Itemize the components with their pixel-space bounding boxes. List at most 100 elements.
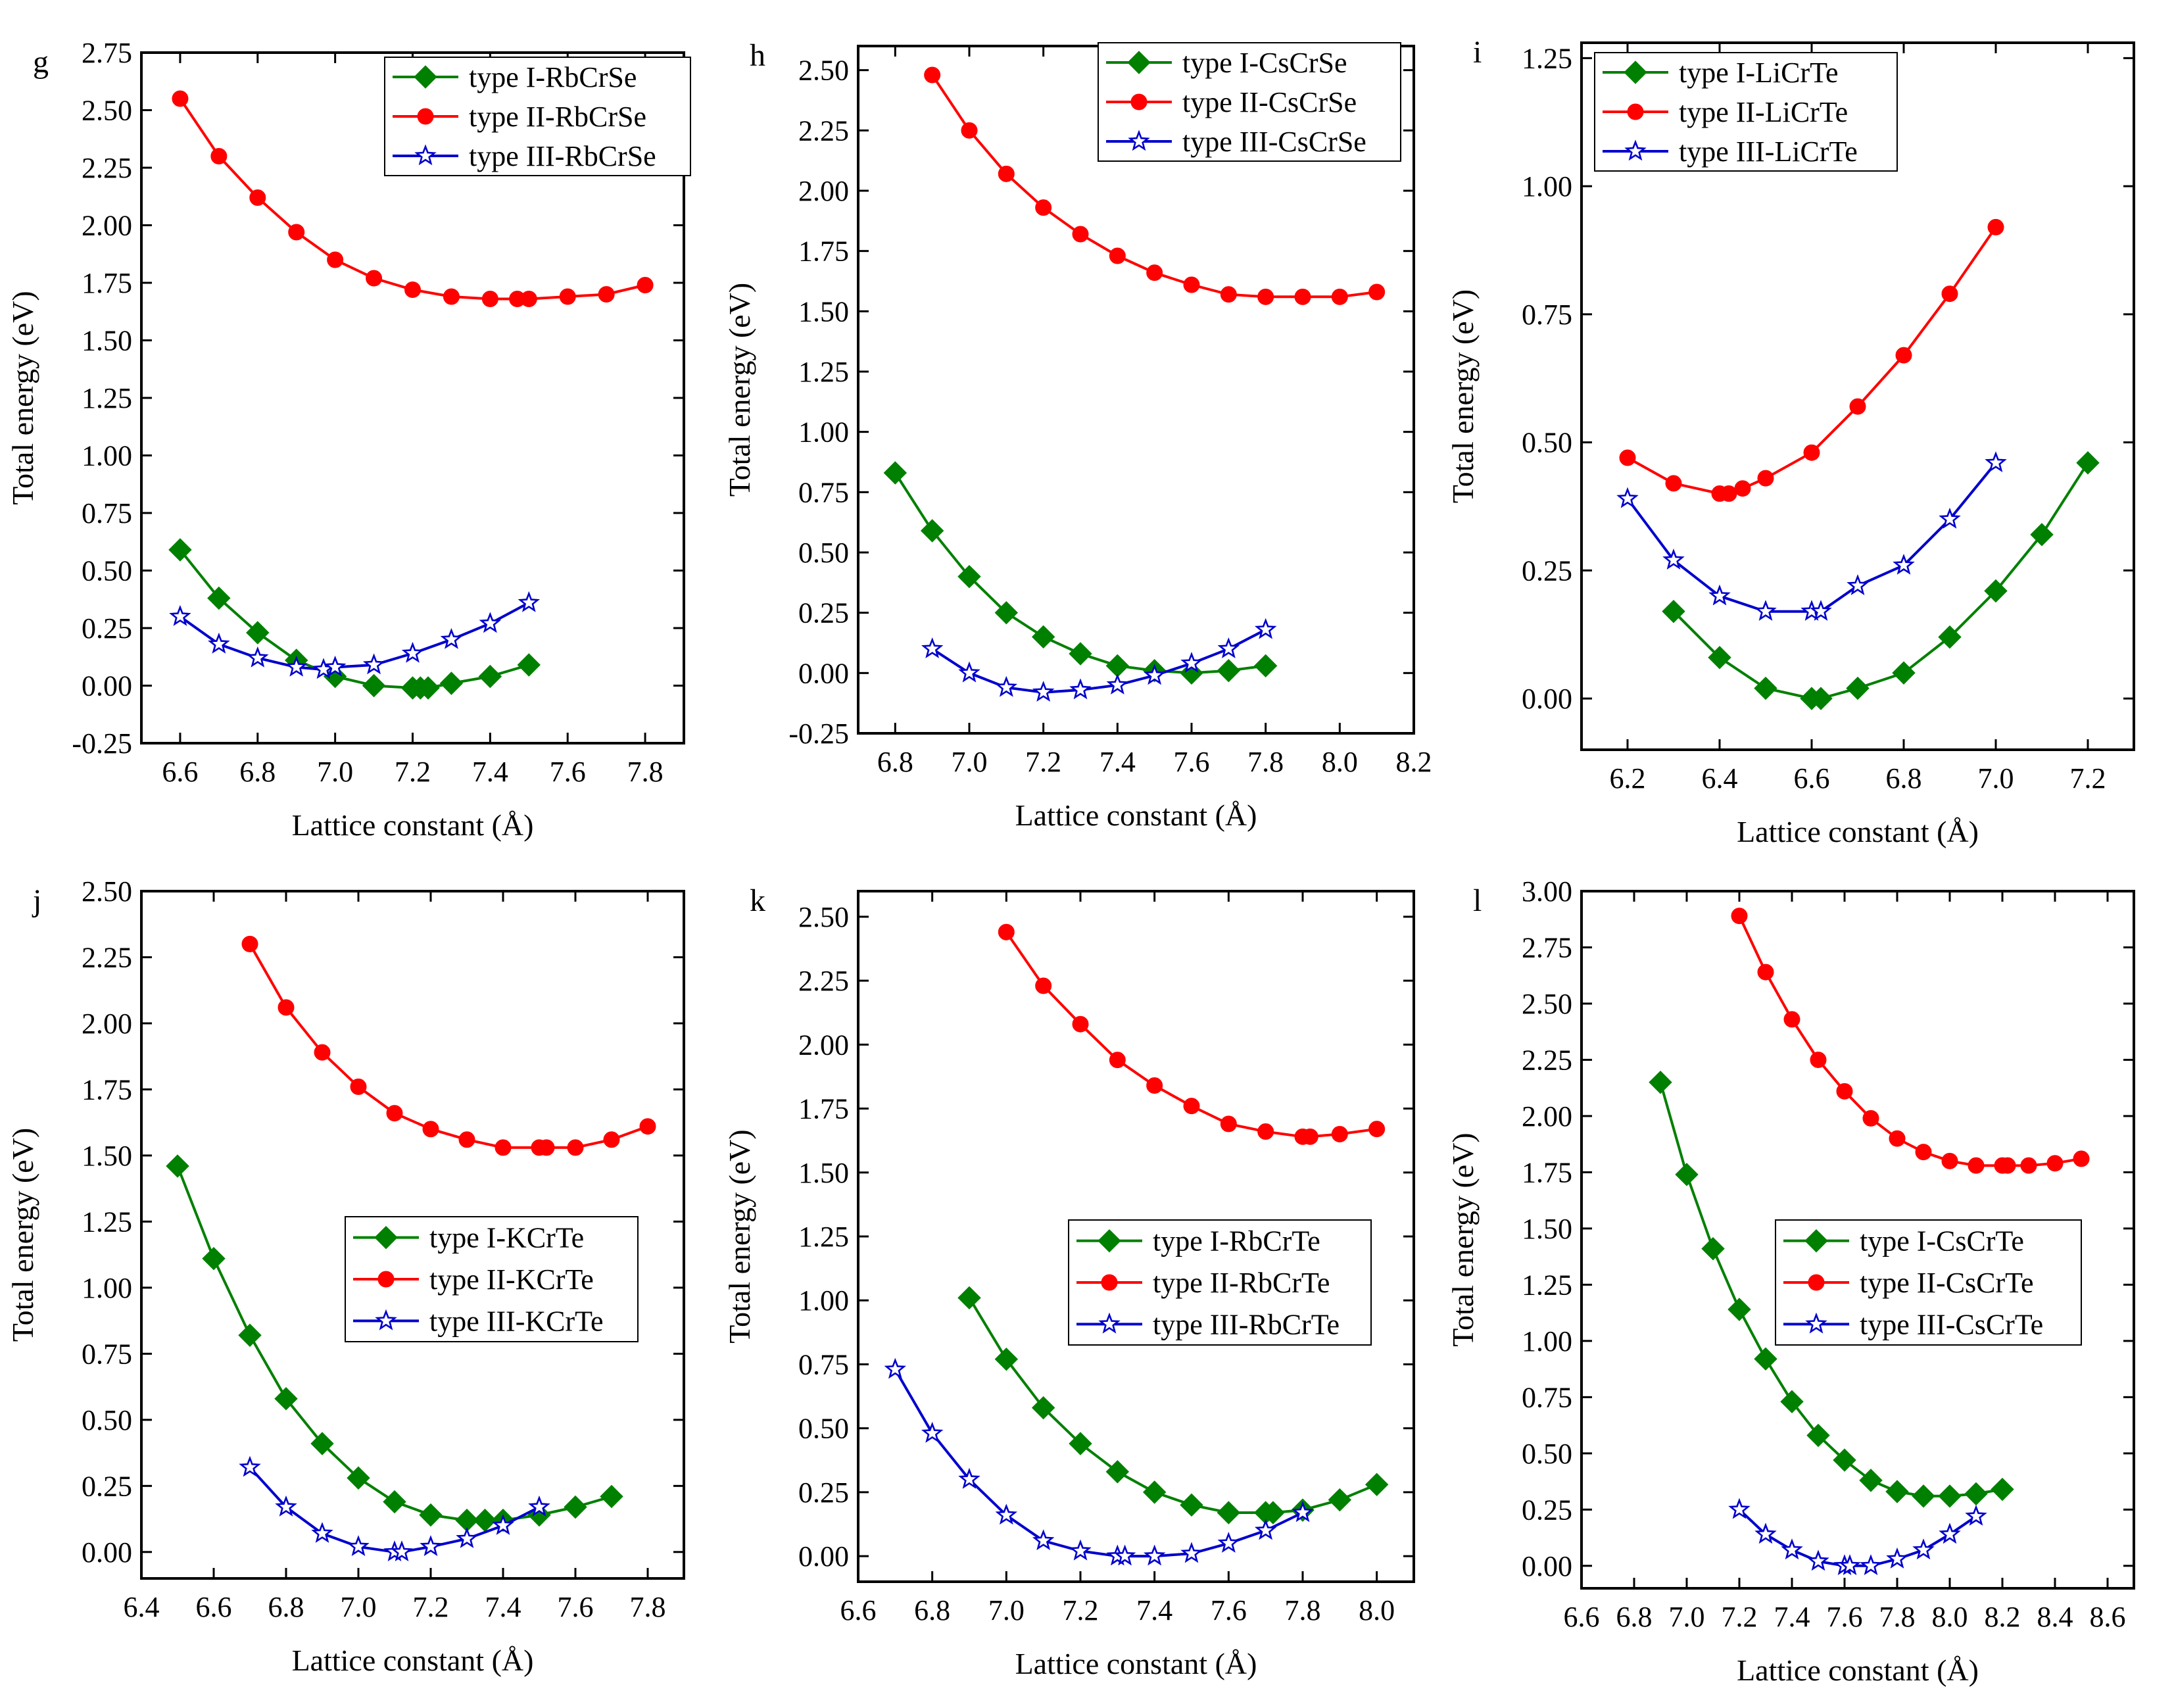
x-tick-label: 7.6 <box>1211 1594 1247 1626</box>
legend-entry: type II-CsCrSe <box>1182 86 1357 118</box>
data-point <box>383 1490 406 1514</box>
legend-entry: type III-RbCrSe <box>469 140 656 172</box>
data-point <box>1217 637 1240 658</box>
data-point <box>1754 1347 1777 1371</box>
data-point <box>168 538 192 562</box>
x-axis-label: Lattice constant (Å) <box>1737 815 1979 848</box>
x-tick-label: 7.2 <box>1722 1601 1758 1633</box>
y-tick-label: 0.00 <box>798 1540 849 1573</box>
x-tick-label: 7.0 <box>988 1594 1025 1626</box>
data-point <box>1035 977 1052 994</box>
legend-marker <box>414 144 437 166</box>
data-point <box>1892 661 1916 685</box>
data-point <box>1254 618 1277 639</box>
series-type-I-CsCrTe <box>1649 1070 2014 1508</box>
data-point <box>1836 1083 1853 1100</box>
data-point <box>1616 487 1639 508</box>
data-point <box>958 661 980 683</box>
data-point <box>1069 678 1092 700</box>
data-point <box>386 1105 403 1122</box>
data-point <box>1106 673 1129 695</box>
y-tick-label: 1.25 <box>798 356 849 388</box>
data-point <box>2020 1157 2037 1174</box>
legend: type I-KCrTe type II-KCrTe type III-KCrTe <box>345 1216 639 1342</box>
legend-entry: type II-KCrTe <box>429 1263 594 1296</box>
y-tick-label: 2.00 <box>1522 1100 1572 1133</box>
data-point <box>1895 347 1912 364</box>
data-point <box>1728 1498 1751 1519</box>
data-point <box>1146 1077 1163 1094</box>
data-point <box>1146 264 1163 281</box>
data-point <box>1964 1482 1988 1506</box>
plot-frame <box>1580 41 2135 751</box>
data-point <box>208 632 230 654</box>
y-tick-label: 2.25 <box>798 114 849 147</box>
data-point <box>2076 451 2100 475</box>
x-tick-label: 7.4 <box>472 756 508 788</box>
panel-label: h <box>750 38 765 73</box>
legend-marker <box>1624 139 1647 161</box>
x-axis-label: Lattice constant (Å) <box>1015 1647 1257 1680</box>
legend-marker <box>1805 1312 1827 1334</box>
data-point <box>1220 286 1237 303</box>
series-type-III-CsCrSe <box>921 618 1277 702</box>
x-tick-label: 7.8 <box>630 1591 666 1623</box>
data-point <box>481 291 498 307</box>
y-tick-label: 0.25 <box>798 1476 849 1509</box>
data-point <box>391 1540 413 1562</box>
series-type-II-RbCrTe <box>998 923 1386 1145</box>
legend-entry: type I-RbCrTe <box>1153 1225 1320 1257</box>
data-point <box>921 1421 944 1443</box>
data-point <box>239 1455 261 1477</box>
y-tick-label: 0.25 <box>1522 1494 1572 1526</box>
y-tick-label: 1.50 <box>798 295 849 328</box>
data-point <box>1893 553 1915 575</box>
legend-marker <box>1098 1229 1121 1253</box>
data-point <box>961 122 978 139</box>
legend-entry: type III-CsCrSe <box>1182 126 1366 158</box>
data-point <box>520 291 537 307</box>
y-tick-label: 2.00 <box>82 1008 132 1040</box>
x-tick-label: 7.2 <box>1063 1594 1099 1626</box>
y-tick-label: 2.25 <box>1522 1044 1572 1076</box>
y-tick-label: 2.00 <box>798 175 849 207</box>
series-line <box>249 943 648 1149</box>
data-point <box>1984 579 2008 603</box>
data-point <box>957 564 981 589</box>
y-tick-label: 0.75 <box>1522 1381 1572 1413</box>
data-point <box>1810 600 1832 621</box>
x-tick-label: 7.0 <box>952 746 988 778</box>
data-point <box>1031 625 1055 649</box>
legend-marker <box>1804 1229 1828 1253</box>
x-tick-label: 8.2 <box>1985 1601 2021 1633</box>
data-point <box>1807 1549 1829 1571</box>
data-point <box>1968 1157 1985 1174</box>
y-tick-label: 0.75 <box>82 1338 132 1370</box>
y-tick-label: 2.50 <box>1522 988 1572 1020</box>
data-point <box>924 66 941 84</box>
x-tick-label: 6.8 <box>1616 1601 1653 1633</box>
series-line <box>179 601 530 671</box>
x-tick-label: 7.8 <box>1879 1601 1916 1633</box>
data-point <box>422 1121 439 1138</box>
y-tick-label: 0.75 <box>82 497 132 529</box>
data-point <box>1665 475 1682 492</box>
data-point <box>1781 1538 1803 1560</box>
y-tick-label: 1.00 <box>798 416 849 449</box>
data-point <box>995 675 1018 697</box>
panel-label: g <box>33 45 49 80</box>
y-tick-label: 0.00 <box>798 657 849 689</box>
series-line <box>1672 462 2089 700</box>
y-tick-label: 2.25 <box>82 152 132 184</box>
data-point <box>207 586 231 610</box>
data-point <box>1859 1469 1883 1492</box>
y-tick-label: 2.75 <box>82 37 132 69</box>
x-tick-label: 7.6 <box>1827 1601 1863 1633</box>
series-type-II-KCrTe <box>241 935 656 1156</box>
data-point <box>1862 1110 1879 1127</box>
y-tick-label: 2.25 <box>82 941 132 973</box>
data-point <box>401 641 424 663</box>
y-tick-label: 1.75 <box>798 235 849 268</box>
data-point <box>404 281 421 298</box>
